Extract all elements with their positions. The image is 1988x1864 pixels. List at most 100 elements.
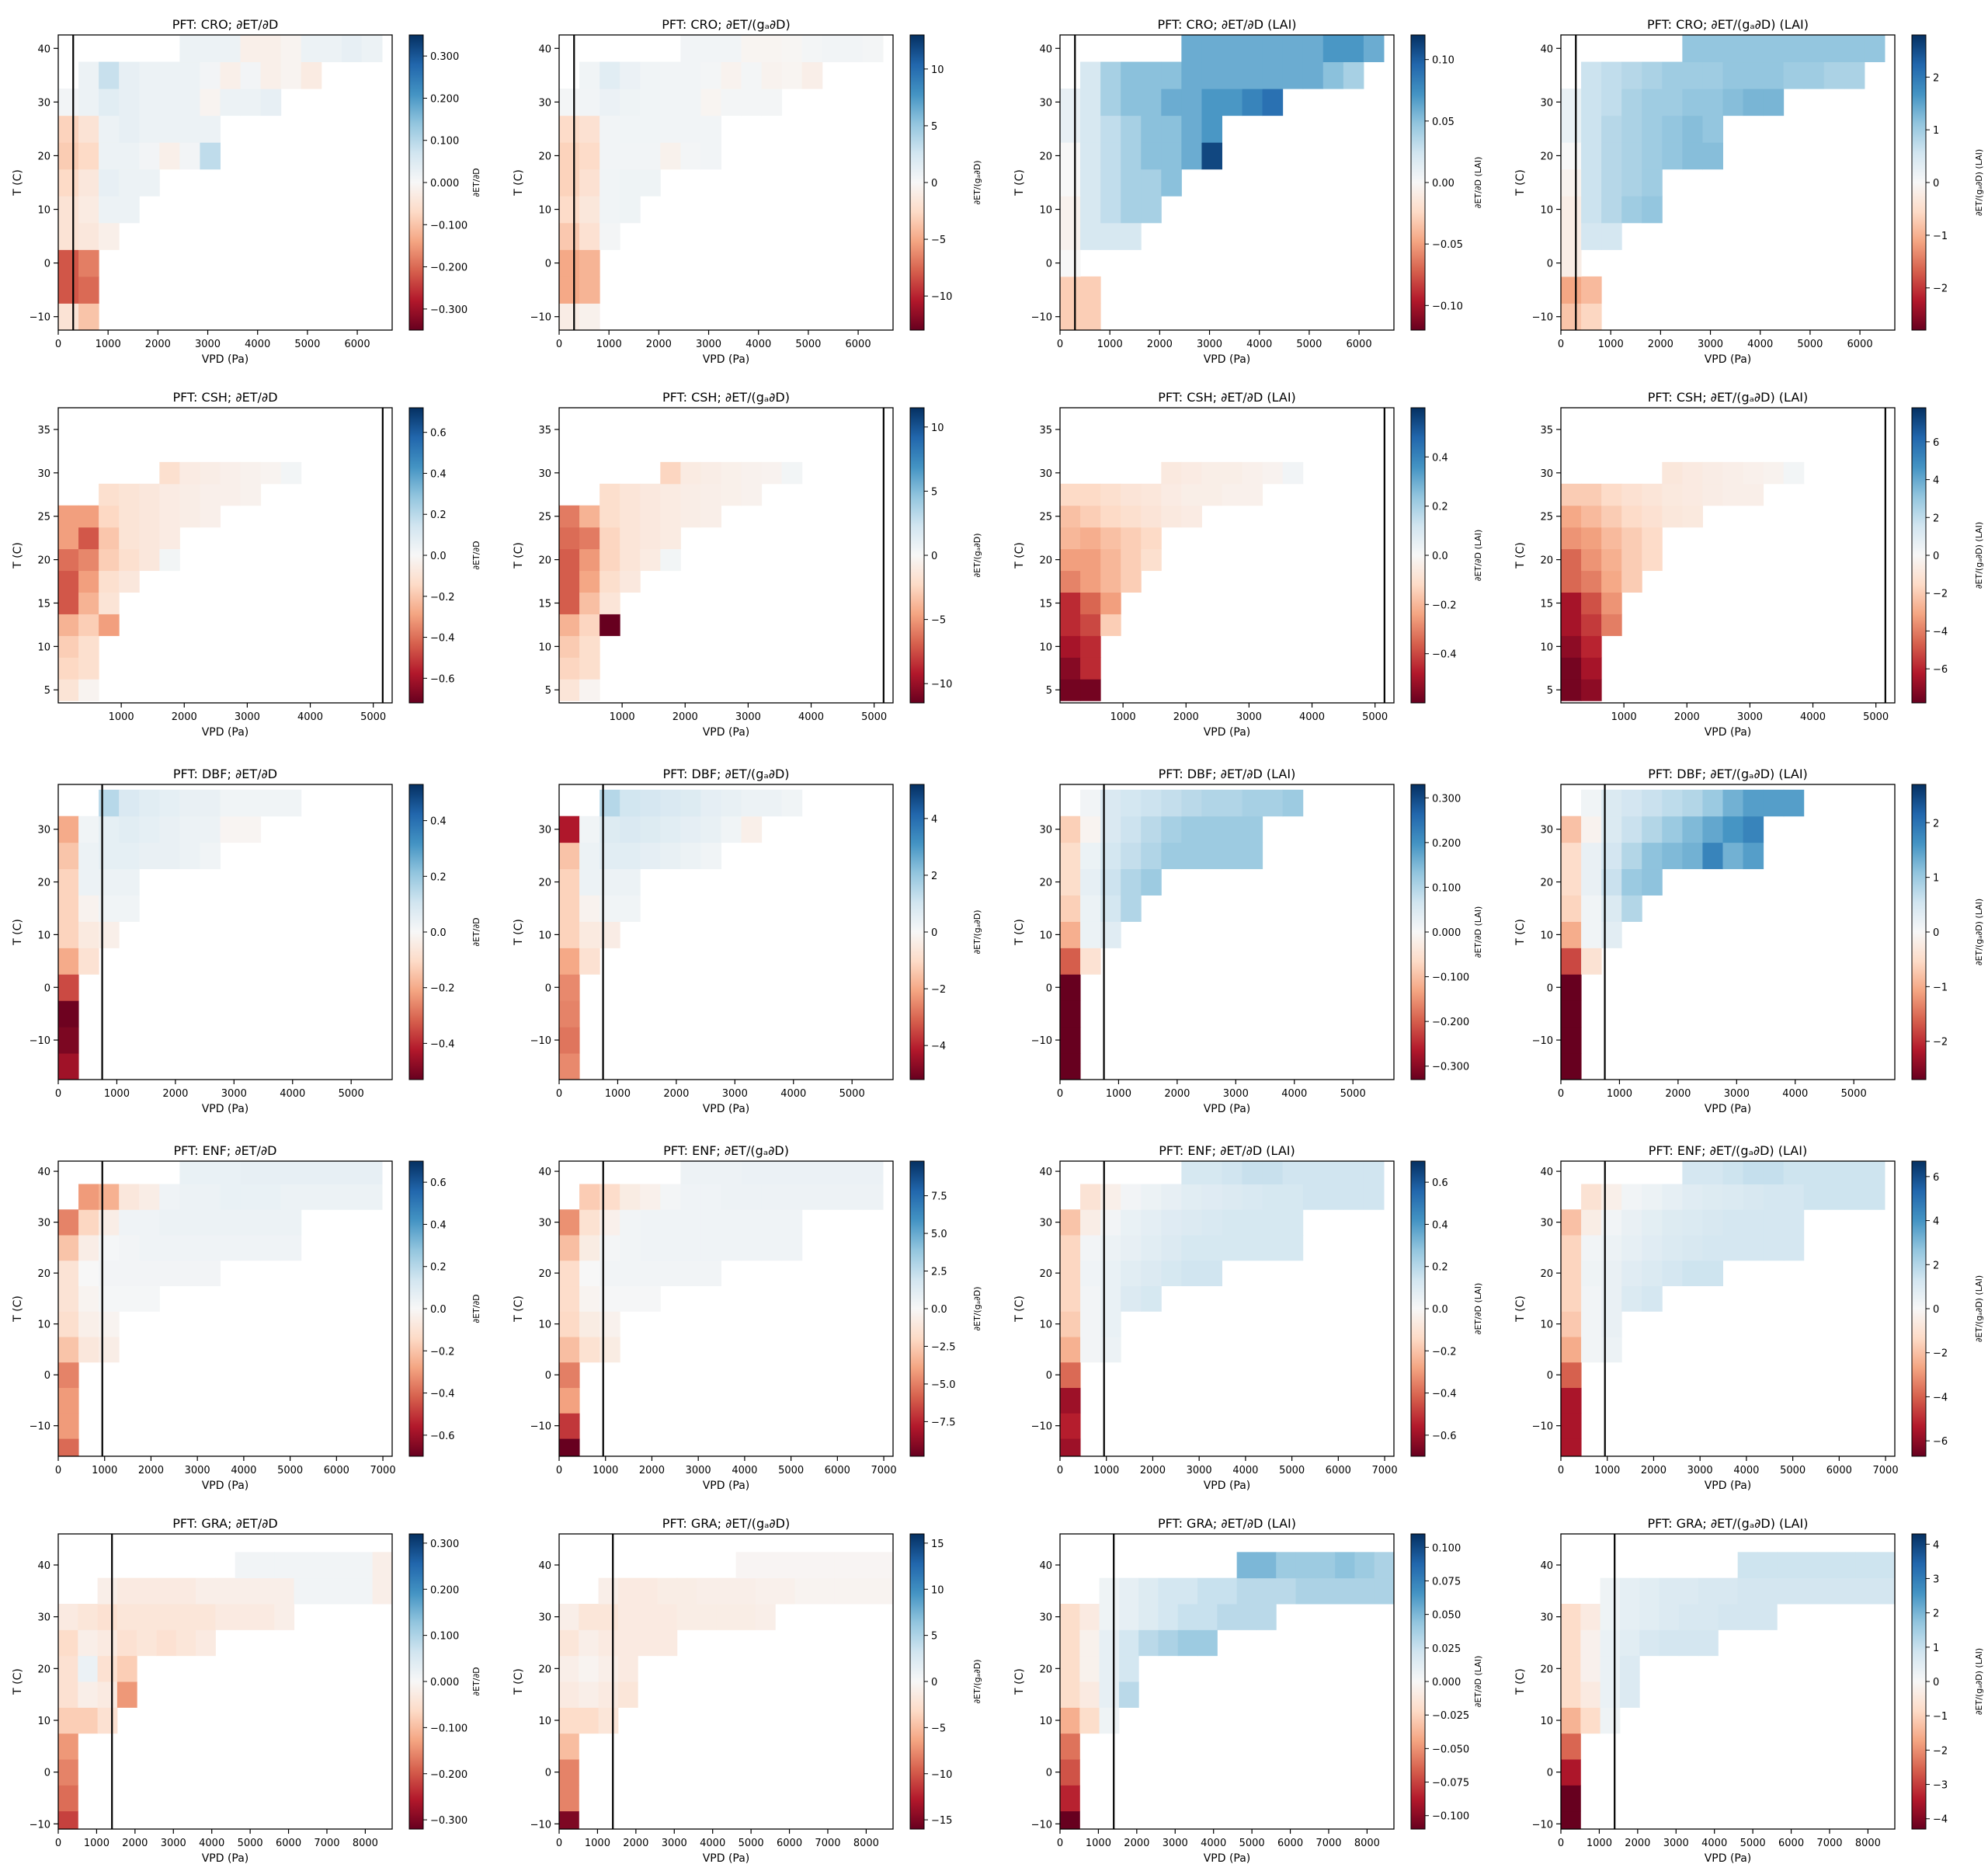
x-axis-label: VPD (Pa) bbox=[1204, 353, 1251, 366]
heatmap-cell bbox=[1621, 1184, 1642, 1210]
heatmap-cell bbox=[1080, 89, 1101, 116]
heatmap-cell bbox=[1343, 61, 1364, 89]
colorbar-tick-label: 2.5 bbox=[931, 1267, 947, 1278]
heatmap-cell bbox=[78, 548, 99, 572]
heatmap-cell bbox=[301, 1161, 322, 1184]
heatmap-cell bbox=[1161, 842, 1182, 870]
heatmap-cell bbox=[559, 276, 580, 304]
colorbar bbox=[909, 1160, 925, 1457]
heatmap-cell bbox=[200, 842, 221, 870]
heatmap-cell bbox=[700, 1260, 721, 1287]
y-tick-label: 40 bbox=[1039, 1167, 1052, 1178]
heatmap-cell bbox=[1600, 1655, 1621, 1682]
heatmap-cell bbox=[1121, 527, 1142, 550]
heatmap-cell bbox=[559, 1027, 580, 1054]
x-axis-label: VPD (Pa) bbox=[1705, 1103, 1752, 1115]
heatmap-cell bbox=[240, 1235, 262, 1261]
axes-frame bbox=[1560, 407, 1896, 704]
heatmap-cell bbox=[116, 1604, 137, 1630]
y-tick-label: 10 bbox=[1039, 205, 1052, 217]
heatmap-cell bbox=[1322, 1161, 1344, 1184]
x-tick-label: 1000 bbox=[610, 711, 635, 723]
x-tick-label: 1000 bbox=[92, 1465, 117, 1476]
x-tick-label: 2000 bbox=[1147, 339, 1173, 350]
heatmap-cell bbox=[1581, 1337, 1602, 1363]
heatmap-cell bbox=[1702, 1209, 1723, 1236]
heatmap-cell bbox=[1080, 921, 1101, 948]
heatmap-cell bbox=[99, 196, 120, 224]
heatmap-cell bbox=[1561, 895, 1582, 922]
heatmap-cell bbox=[1060, 1337, 1081, 1363]
heatmap-cell bbox=[280, 35, 302, 63]
heatmap-cell bbox=[700, 461, 721, 485]
colorbar bbox=[408, 407, 424, 704]
heatmap-cell bbox=[240, 1209, 262, 1236]
y-tick-label: 30 bbox=[538, 1218, 551, 1229]
heatmap-cell bbox=[215, 1604, 236, 1630]
colorbar-tick-label: −0.025 bbox=[1432, 1710, 1469, 1722]
y-tick-label: 10 bbox=[37, 205, 50, 217]
heatmap-cell bbox=[1181, 61, 1202, 89]
heatmap-cell bbox=[1141, 483, 1162, 506]
heatmap-cell bbox=[1276, 1552, 1297, 1579]
heatmap-cell bbox=[78, 1629, 99, 1657]
heatmap-cell bbox=[1282, 789, 1304, 817]
colorbar-tick-label: −0.2 bbox=[430, 983, 455, 995]
x-tick-label: 5000 bbox=[1362, 711, 1388, 723]
x-tick-label: 2000 bbox=[646, 339, 672, 350]
colorbar-tick-label: −4 bbox=[1933, 1392, 1948, 1403]
heatmap-cell bbox=[1121, 895, 1142, 922]
y-tick-label: 0 bbox=[1046, 1768, 1052, 1779]
heatmap-cell bbox=[781, 1161, 803, 1184]
subplot-title: PFT: GRA; ∂ET/(gₐ∂D) (LAI) bbox=[1648, 1516, 1809, 1531]
heatmap-cell bbox=[260, 461, 282, 485]
heatmap-cell bbox=[1222, 789, 1243, 817]
heatmap-cell bbox=[822, 1161, 843, 1184]
y-tick-label: 10 bbox=[538, 642, 551, 653]
heatmap-cell bbox=[1702, 461, 1723, 485]
heatmap-cell bbox=[781, 1209, 803, 1236]
subplot-title: PFT: DBF; ∂ET/∂D bbox=[173, 767, 277, 781]
heatmap-cell bbox=[119, 789, 140, 817]
heatmap-cell bbox=[721, 1209, 742, 1236]
heatmap-cell bbox=[1757, 1604, 1778, 1630]
heatmap-cell bbox=[640, 1285, 661, 1312]
colorbar-tick-label: 0 bbox=[1933, 927, 1939, 939]
heatmap-cell bbox=[1100, 570, 1121, 593]
heatmap-cell bbox=[1222, 483, 1243, 506]
heatmap-cell bbox=[1662, 483, 1683, 506]
x-tick-label: 3000 bbox=[221, 1088, 247, 1100]
heatmap-cell bbox=[200, 789, 221, 817]
y-tick-label: 40 bbox=[1039, 1560, 1052, 1572]
heatmap-cell bbox=[159, 505, 180, 528]
heatmap-cell bbox=[1844, 1161, 1865, 1184]
heatmap-cell bbox=[559, 1053, 580, 1080]
heatmap-cell bbox=[1783, 35, 1805, 63]
heatmap-cell bbox=[1100, 142, 1121, 170]
heatmap-cell bbox=[579, 1707, 600, 1734]
heatmap-cell bbox=[1621, 169, 1642, 196]
heatmap-cell bbox=[1060, 1387, 1081, 1414]
heatmap-cell bbox=[215, 1577, 236, 1605]
heatmap-cell bbox=[1181, 1209, 1202, 1236]
heatmap-cell bbox=[119, 1184, 140, 1210]
heatmap-cell bbox=[1581, 1285, 1602, 1312]
heatmap-cell bbox=[559, 592, 580, 614]
heatmap-cell bbox=[1581, 921, 1602, 948]
x-tick-label: 2000 bbox=[623, 1838, 648, 1849]
x-axis-label: VPD (Pa) bbox=[1705, 1852, 1752, 1864]
heatmap-cell bbox=[559, 1759, 579, 1786]
heatmap-cell bbox=[1161, 505, 1182, 528]
heatmap-cell bbox=[1581, 1311, 1602, 1337]
y-tick-label: 25 bbox=[1540, 512, 1553, 523]
heatmap-cell bbox=[58, 1260, 79, 1287]
heatmap-cell bbox=[741, 461, 763, 485]
heatmap-cell bbox=[620, 548, 641, 572]
heatmap-cell bbox=[680, 1161, 701, 1184]
x-tick-label: 5000 bbox=[1740, 1838, 1766, 1849]
heatmap-cell bbox=[78, 592, 99, 614]
heatmap-cell bbox=[58, 169, 79, 196]
colorbar-label: ∂ET/(gₐ∂D) (LAI) bbox=[1974, 1648, 1984, 1715]
x-axis-label: VPD (Pa) bbox=[1204, 1103, 1251, 1115]
heatmap-cell bbox=[1601, 222, 1622, 250]
